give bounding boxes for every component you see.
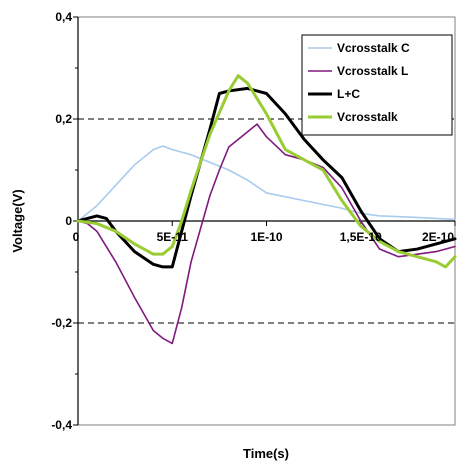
y-tick-label: 0,2 — [55, 112, 72, 126]
series-layer — [76, 74, 457, 345]
legend-label-0: Vcrosstalk C — [337, 41, 410, 55]
x-axis-label: Time(s) — [243, 446, 289, 461]
y-tick-label: 0 — [65, 214, 72, 228]
legend-items: Vcrosstalk C Vcrosstalk L L+C Vcrosstalk — [308, 41, 410, 124]
series-line-3 — [76, 74, 457, 269]
legend-label-3: Vcrosstalk — [337, 110, 398, 124]
x-tick-label: 5E-11 — [157, 230, 189, 244]
y-tick-label: -0,4 — [51, 418, 72, 432]
x-tick-label: 1E-10 — [250, 230, 282, 244]
y-tick-label: 0,4 — [55, 10, 72, 24]
legend-label-2: L+C — [337, 87, 360, 101]
series-line-1 — [77, 123, 456, 345]
legend: Vcrosstalk C Vcrosstalk L L+C Vcrosstalk — [301, 34, 453, 136]
x-tick-label: 1,5E-10 — [340, 230, 382, 244]
tick-labels: -0,4 -0,2 0 0,2 0,4 0 5E-11 1E-10 1,5E-10 2E-10 — [51, 10, 454, 432]
legend-label-1: Vcrosstalk L — [337, 64, 408, 78]
y-tick-label: -0,2 — [51, 316, 72, 330]
y-axis-label: Voltage(V) — [10, 189, 25, 252]
x-tick-label: 2E-10 — [422, 230, 454, 244]
x-tick-label: 0 — [73, 230, 80, 244]
